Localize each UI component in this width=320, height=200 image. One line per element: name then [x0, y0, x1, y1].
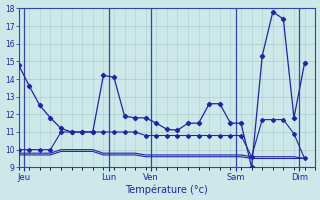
X-axis label: Température (°c): Température (°c) [125, 185, 208, 195]
